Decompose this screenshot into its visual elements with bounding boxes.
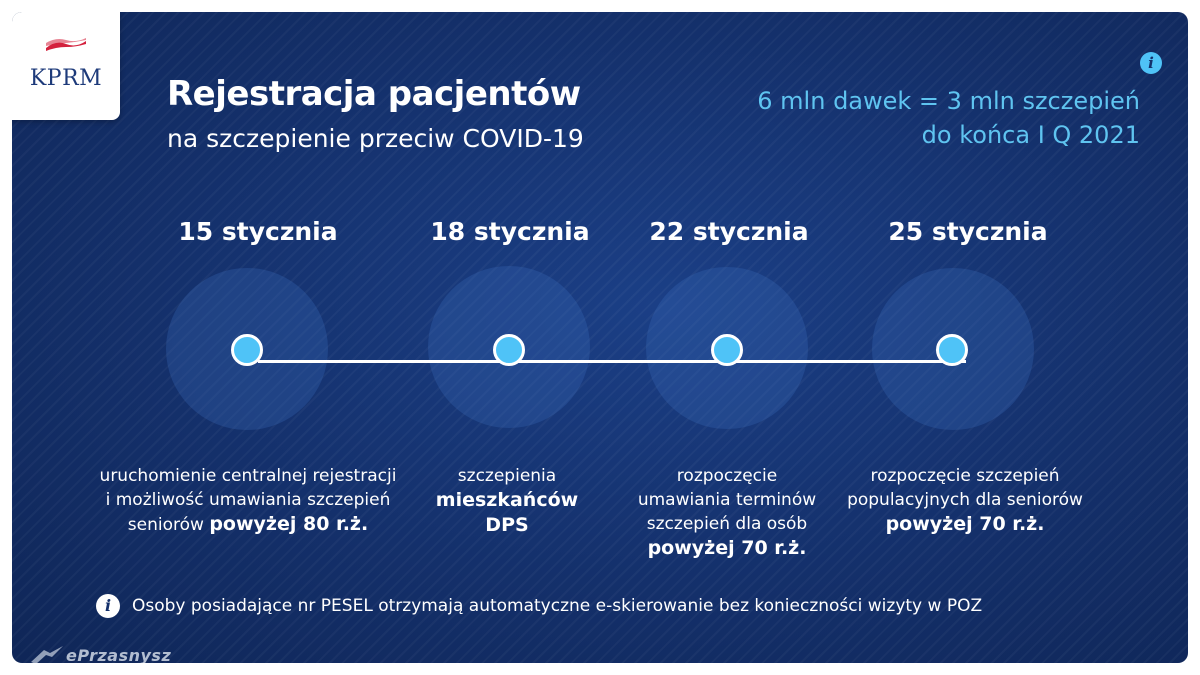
description-line: rozpoczęcie szczepień	[830, 464, 1100, 488]
timeline-date-1: 15 stycznia	[178, 217, 338, 246]
watermark: ePrzasnysz	[30, 644, 171, 663]
description-bold-text: powyżej 80 r.ż.	[209, 513, 369, 535]
description-line: umawiania terminów	[607, 488, 847, 512]
description-text: rozpoczęcie	[676, 466, 778, 486]
description-line: DPS	[407, 513, 607, 538]
description-line: uruchomienie centralnej rejestracji	[60, 464, 436, 488]
timeline-date-4: 25 stycznia	[888, 217, 1048, 246]
timeline-description-4: rozpoczęcie szczepień populacyjnych dla s…	[830, 464, 1100, 537]
description-text: rozpoczęcie szczepień	[870, 466, 1060, 486]
description-line: populacyjnych dla seniorów	[830, 488, 1100, 512]
dose-note-line2: do końca I Q 2021	[921, 121, 1140, 149]
infographic-card: KPRM Rejestracja pacjentów na szczepieni…	[12, 12, 1188, 663]
description-bold-text: DPS	[485, 514, 529, 536]
description-bold-text: mieszkańców	[435, 489, 579, 511]
bird-icon	[31, 646, 63, 663]
timeline-date-3: 22 stycznia	[649, 217, 809, 246]
kprm-logo: KPRM	[12, 12, 120, 120]
description-text: populacyjnych dla seniorów	[847, 490, 1083, 510]
description-line: rozpoczęcie	[607, 464, 847, 488]
description-line: seniorów powyżej 80 r.ż.	[60, 512, 436, 537]
footer-note: i Osoby posiadające nr PESEL otrzymają a…	[96, 594, 982, 618]
timeline-dot-4	[936, 334, 968, 366]
description-line: powyżej 70 r.ż.	[830, 512, 1100, 537]
description-line: szczepień dla osób	[607, 512, 847, 536]
description-line: szczepienia	[407, 464, 607, 488]
description-text: umawiania terminów	[637, 490, 817, 510]
timeline-date-2: 18 stycznia	[430, 217, 590, 246]
logo-text: KPRM	[29, 66, 103, 91]
description-text: szczepień dla osób	[646, 514, 808, 534]
description-text: seniorów	[127, 515, 210, 535]
description-text: i możliwość umawiania szczepień	[105, 490, 391, 510]
watermark-text: ePrzasnysz	[66, 645, 172, 664]
description-line: powyżej 70 r.ż.	[607, 536, 847, 561]
description-line: i możliwość umawiania szczepień	[60, 488, 436, 512]
description-text: uruchomienie centralnej rejestracji	[99, 466, 397, 486]
description-line: mieszkańców	[407, 488, 607, 513]
dose-note: 6 mln dawek = 3 mln szczepień do końca I…	[757, 84, 1140, 152]
flag-logo-mark	[46, 38, 86, 51]
page-title: Rejestracja pacjentów	[167, 74, 581, 114]
description-text: szczepienia	[457, 466, 557, 486]
info-icon: i	[96, 594, 120, 618]
timeline-dot-2	[493, 334, 525, 366]
description-bold-text: powyżej 70 r.ż.	[885, 513, 1045, 535]
dose-note-line1: 6 mln dawek = 3 mln szczepień	[757, 87, 1140, 115]
page-subtitle: na szczepienie przeciw COVID-19	[167, 124, 584, 153]
info-icon: i	[1140, 52, 1162, 74]
timeline-dot-3	[711, 334, 743, 366]
footer-text: Osoby posiadające nr PESEL otrzymają aut…	[132, 596, 983, 616]
timeline-line	[258, 360, 966, 363]
timeline-dot-1	[231, 334, 263, 366]
timeline-description-1: uruchomienie centralnej rejestracji i moż…	[60, 464, 436, 537]
timeline-description-3: rozpoczęcie umawiania terminów szczepień d…	[607, 464, 847, 561]
timeline-description-2: szczepienia mieszkańców DPS	[407, 464, 607, 538]
description-bold-text: powyżej 70 r.ż.	[647, 537, 807, 559]
